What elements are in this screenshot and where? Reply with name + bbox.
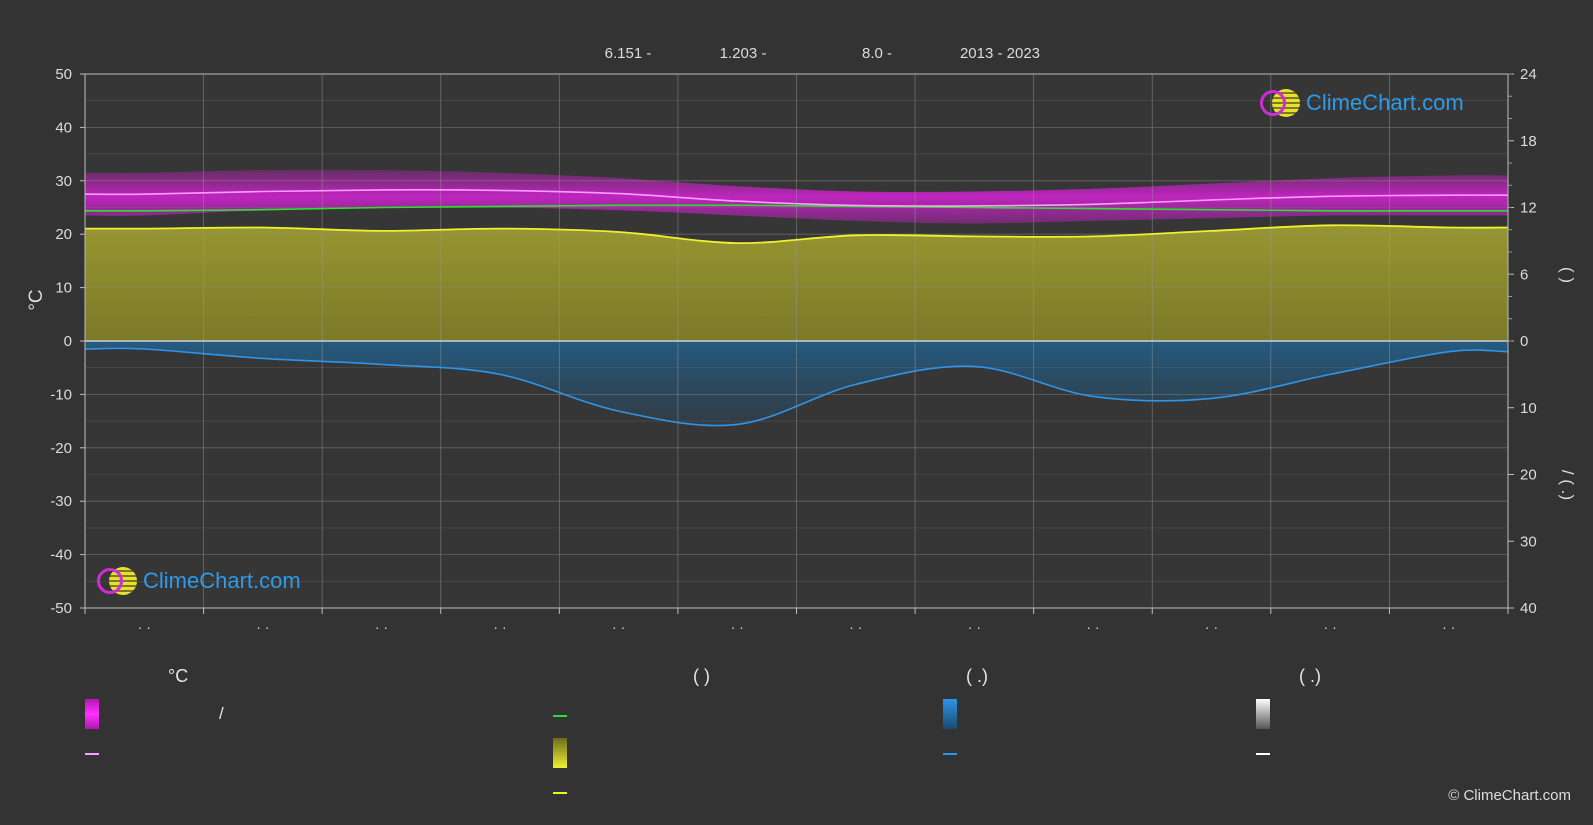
logo-ring-icon (1260, 90, 1286, 116)
left-tick-label: 40 (55, 119, 72, 136)
month-tick-label: · · (1442, 619, 1455, 635)
month-tick-label: · · (1324, 619, 1337, 635)
logo-ring-icon (97, 568, 123, 594)
month-tick-label: · · (375, 619, 388, 635)
right-axis-label-top: ( ) (1558, 267, 1577, 283)
month-tick-label: · · (1205, 619, 1218, 635)
right-hours-tick-label: 0 (1520, 333, 1528, 350)
left-tick-label: 20 (55, 226, 72, 243)
header-item-2: 8.0 - (862, 45, 892, 62)
right-precip-tick-label: 10 (1520, 400, 1537, 417)
right-precip-tick-label: 30 (1520, 533, 1537, 550)
daylight-line (84, 204, 1508, 212)
grid-lines (85, 73, 1508, 609)
left-tick-label: -50 (50, 600, 72, 617)
header-item-1: 1.203 - (720, 45, 767, 62)
month-tick-label: · · (849, 619, 862, 635)
header-item-0: 6.151 - (605, 45, 652, 62)
left-tick-label: -30 (50, 493, 72, 510)
left-axis-unit: °C (26, 289, 47, 310)
sunshine-line (84, 224, 1509, 245)
right-precip-tick-label: 40 (1520, 600, 1537, 617)
left-tick-label: -40 (50, 547, 72, 564)
chart-header: 6.151 - 1.203 - 8.0 - 2013 - 2023 (605, 45, 1040, 62)
logo-text: ClimeChart.com (1306, 90, 1464, 115)
right-hours-tick-label: 6 (1520, 266, 1528, 283)
header-item-3: 2013 - 2023 (960, 45, 1040, 62)
right-hours-tick-label: 18 (1520, 133, 1537, 150)
left-tick-label: 50 (55, 66, 72, 83)
month-tick-label: · · (138, 619, 151, 635)
month-tick-label: · · (968, 619, 981, 635)
month-tick-label: · · (493, 619, 506, 635)
month-tick-label: · · (256, 619, 269, 635)
logo-bottom[interactable]: ClimeChart.com (97, 567, 301, 595)
right-hours-tick-label: 12 (1520, 200, 1537, 217)
precipitation-line (84, 347, 1509, 427)
right-precip-tick-label: 20 (1520, 467, 1537, 484)
logo-top[interactable]: ClimeChart.com (1260, 89, 1464, 117)
month-tick-label: · · (612, 619, 625, 635)
left-tick-label: -20 (50, 440, 72, 457)
left-tick-label: 30 (55, 173, 72, 190)
logo-text: ClimeChart.com (143, 568, 301, 593)
month-tick-label: · · (731, 619, 744, 635)
temperature-mean-line (84, 189, 1509, 207)
copyright: © ClimeChart.com (1448, 787, 1571, 804)
month-tick-label: · · (1086, 619, 1099, 635)
left-tick-label: -10 (50, 386, 72, 403)
left-tick-label: 10 (55, 280, 72, 297)
data-lines (84, 189, 1509, 427)
right-hours-tick-label: 24 (1520, 66, 1537, 83)
axes: 50 40 30 20 10 0 -10 -20 -30 -40 -50 °C 24 18 12 6 0 10 20… (26, 66, 1577, 635)
left-tick-label: 0 (64, 333, 72, 350)
right-axis-label-bottom: / ( .) (1558, 470, 1577, 500)
